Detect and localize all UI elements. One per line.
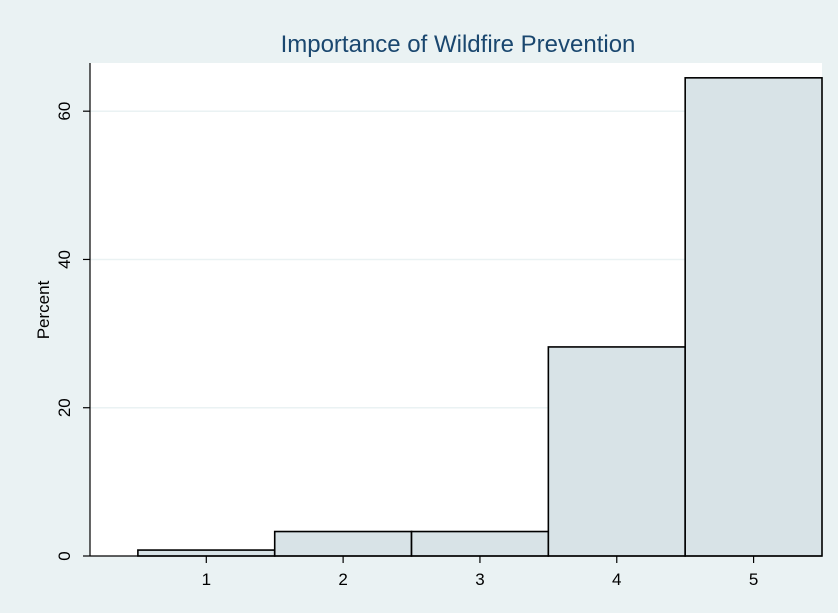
x-tick-label: 4 [612,570,621,589]
bar-4 [547,346,686,557]
y-tick-label: 0 [55,551,74,560]
bar-3 [410,530,550,557]
chart-title: Importance of Wildfire Prevention [281,31,636,58]
y-tick-label: 40 [55,250,74,269]
bar-1 [137,549,276,557]
x-tick-label: 3 [475,570,484,589]
axes [89,63,822,557]
x-tick-label: 2 [338,570,347,589]
x-tick-label: 5 [749,570,758,589]
x-tick-label: 1 [202,570,211,589]
y-tick-label: 20 [55,398,74,417]
bars [137,77,823,557]
y-tick-label: 60 [55,102,74,121]
bar-2 [273,530,413,557]
y-axis-label: Percent [34,280,53,339]
x-axis-ticks: 1 2 3 4 5 [202,556,758,589]
y-axis-ticks: 0 20 40 60 [55,102,90,561]
bar-5 [684,77,823,557]
